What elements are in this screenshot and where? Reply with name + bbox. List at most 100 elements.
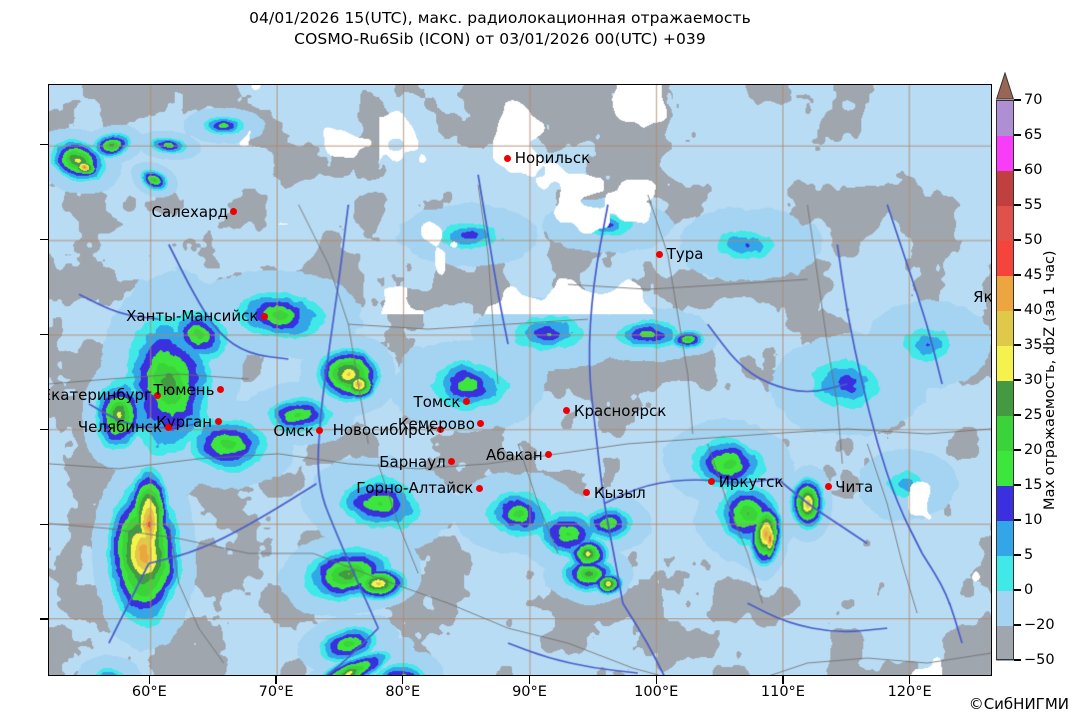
city-label: Барнаул [379, 452, 446, 471]
city-dot-icon [448, 458, 456, 466]
colorbar-segment [996, 380, 1014, 416]
city-label: Челябинск [77, 418, 163, 437]
colorbar-tick-label: 15 [1024, 477, 1043, 493]
colorbar-tick-label: 60 [1024, 162, 1043, 178]
lon-label: 100°E [634, 684, 679, 700]
colorbar-tick-label: 10 [1024, 512, 1043, 528]
colorbar-segment [996, 590, 1014, 626]
lat-tick [40, 428, 48, 430]
lon-label: 80°E [385, 684, 421, 700]
city-label: Екатеринбург [48, 386, 152, 405]
city-dot-icon [230, 208, 238, 216]
lon-tick [148, 676, 150, 684]
city-label: Тура [666, 245, 704, 264]
lon-tick [402, 676, 404, 684]
colorbar-tick [1014, 134, 1021, 136]
city-label: Салехард [151, 202, 228, 221]
city-label: Новосибирск [332, 420, 435, 439]
colorbar-tick-label: 55 [1024, 197, 1043, 213]
city-label: Якутск [973, 287, 992, 306]
colorbar-over-arrow [996, 72, 1014, 100]
lat-tick [40, 523, 48, 525]
colorbar-tick-label: 5 [1024, 547, 1034, 563]
city-dot-icon [214, 418, 222, 426]
lat-tick [40, 333, 48, 336]
colorbar-segment [996, 135, 1014, 171]
map-plot-area[interactable]: Норильск Салехард Тура Ханты-Мансийск Якутск… [48, 84, 992, 676]
city-dot-icon [260, 312, 268, 320]
city-dot-icon [463, 398, 470, 406]
city-dot-icon [437, 426, 445, 434]
colorbar-segment [996, 345, 1014, 381]
colorbar-segment [996, 240, 1014, 276]
colorbar-tick [1014, 239, 1021, 241]
colorbar-segment [996, 100, 1014, 136]
colorbar-tick-label: −50 [1024, 652, 1055, 668]
lon-tick [655, 676, 657, 684]
title-line-1: 04/01/2026 15(UTC), макс. радиолокационн… [249, 9, 751, 27]
colorbar-tick [1014, 519, 1021, 521]
colorbar-tick [1014, 624, 1021, 626]
city-dot-icon [164, 423, 172, 431]
lon-label: 60°E [131, 684, 167, 700]
city-label: Кемерово [397, 414, 475, 433]
lon-label: 90°E [512, 684, 547, 700]
colorbar-segment [996, 520, 1014, 556]
lon-tick [275, 676, 277, 684]
city-label: Горно-Алтайск [356, 479, 474, 497]
lon-label: 70°E [258, 684, 294, 700]
copyright-credit: ©СибНИГМИ [968, 695, 1069, 713]
colorbar-tick-label: −20 [1024, 617, 1055, 633]
colorbar-tick [1014, 379, 1021, 381]
colorbar-tick [1014, 659, 1021, 661]
city-label: Ханты-Мансийск [126, 307, 259, 326]
lon-label: 120°E [887, 684, 932, 700]
colorbar-tick-label: 25 [1024, 407, 1043, 423]
colorbar-tick [1014, 414, 1021, 416]
city-label: Чита [835, 477, 874, 496]
colorbar-tick-label: 70 [1024, 92, 1043, 108]
colorbar-segment [996, 625, 1014, 661]
title-line-2: COSMO-Ru6Sib (ICON) от 03/01/2026 00(UTC… [294, 30, 706, 48]
lon-tick [909, 676, 911, 684]
colorbar-tick [1014, 204, 1021, 206]
colorbar-tick-label: 65 [1024, 127, 1043, 143]
colorbar-segment [996, 450, 1014, 486]
city-dot-icon [545, 451, 553, 459]
colorbar-segment [996, 555, 1014, 591]
colorbar-tick [1014, 554, 1021, 556]
colorbar-tick-label: 35 [1024, 337, 1043, 353]
city-dot-icon [477, 420, 485, 428]
colorbar-tick [1014, 589, 1021, 591]
city-dot-icon [475, 484, 483, 492]
city-dot-icon [563, 407, 571, 415]
lon-tick [782, 676, 784, 684]
city-label: Тюмень [153, 380, 215, 399]
city-dot-icon [504, 154, 512, 162]
colorbar-segment [996, 310, 1014, 346]
city-dot-icon [154, 391, 162, 399]
colorbar-segment [996, 205, 1014, 241]
colorbar-tick [1014, 169, 1021, 171]
city-dot-icon [583, 489, 591, 497]
colorbar-tick [1014, 99, 1021, 101]
colorbar-tick [1014, 449, 1021, 451]
colorbar-segment [996, 275, 1014, 311]
city-label: Томск [413, 392, 461, 411]
city-label: Норильск [514, 149, 591, 168]
page-title: 04/01/2026 15(UTC), макс. радиолокационн… [0, 8, 1000, 50]
city-label: Омск [273, 421, 314, 440]
city-label: Иркутск [718, 472, 784, 491]
colorbar[interactable] [996, 100, 1014, 661]
colorbar-tick-label: 0 [1024, 582, 1034, 598]
colorbar-segment [996, 415, 1014, 451]
colorbar-segment [996, 485, 1014, 521]
lat-tick [40, 618, 48, 620]
colorbar-tick [1014, 484, 1021, 486]
colorbar-title: Max отражаемость, dbZ (за 1 час) [1042, 250, 1058, 510]
colorbar-tick [1014, 309, 1021, 311]
lon-label: 110°E [760, 684, 805, 700]
colorbar-tick [1014, 274, 1021, 276]
radar-reflectivity-canvas [49, 85, 991, 675]
city-dot-icon [216, 386, 224, 394]
